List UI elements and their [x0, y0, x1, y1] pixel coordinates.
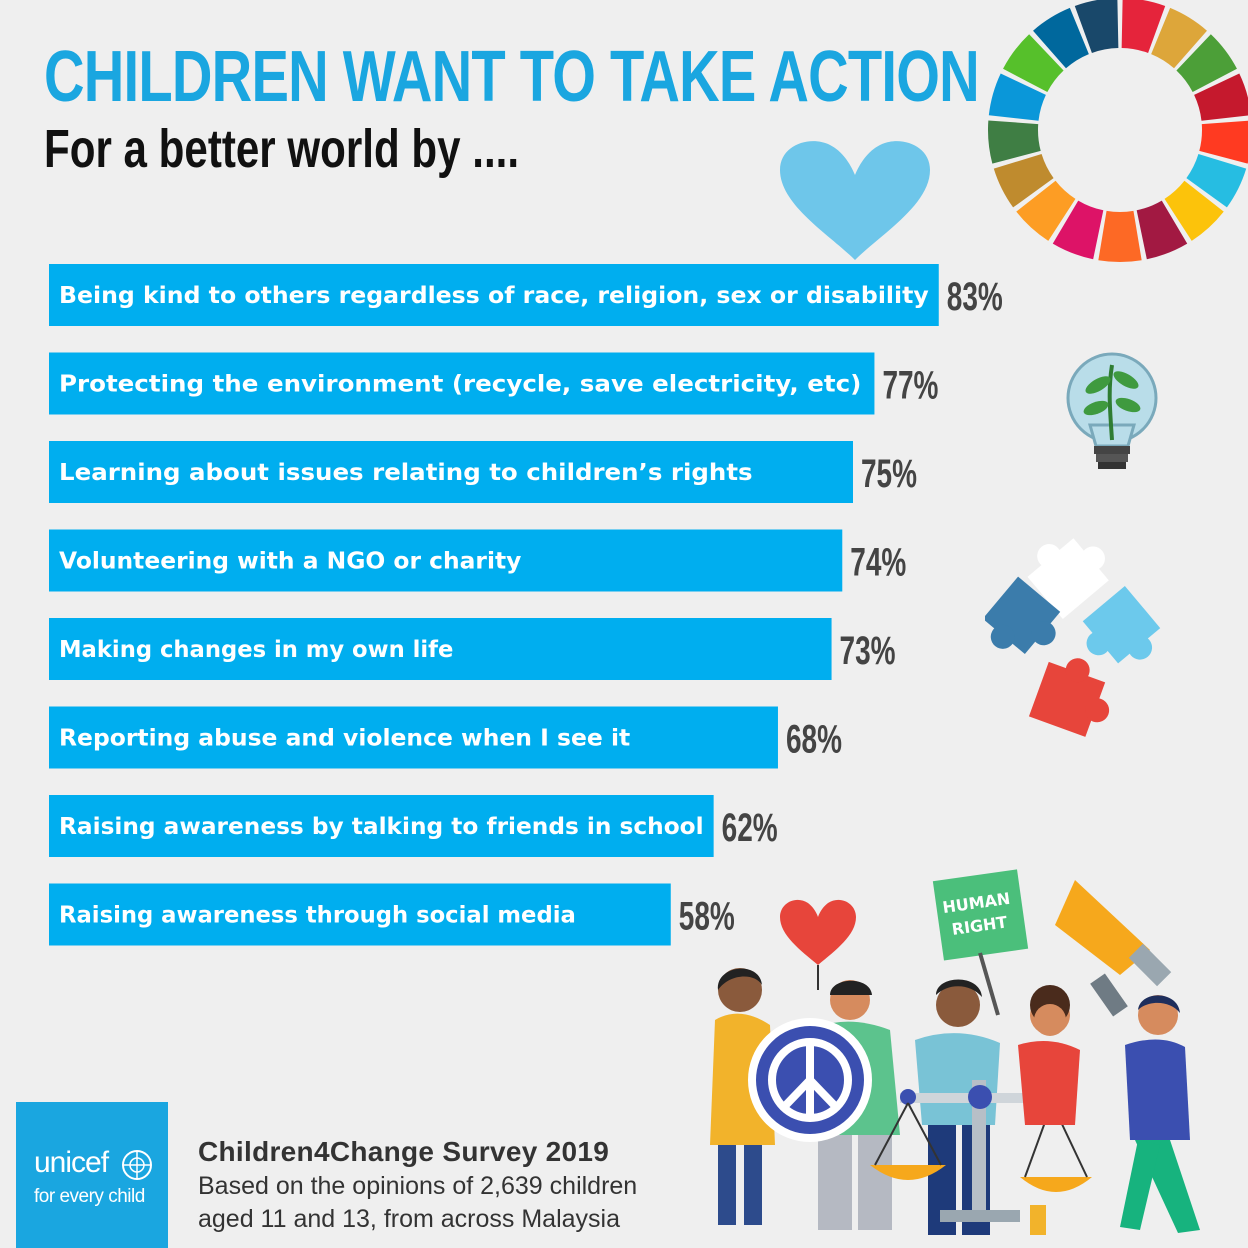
- bar: [49, 352, 875, 415]
- sdg-wheel-segment: [1033, 7, 1089, 69]
- lightbulb-plant-icon: [1066, 352, 1158, 469]
- heart-icon: [780, 141, 930, 260]
- bar-category-label: Reporting abuse and violence when I see …: [59, 726, 630, 752]
- bar: [49, 795, 714, 857]
- sdg-wheel-segment: [1164, 180, 1224, 241]
- bar-category-label: Learning about issues relating to childr…: [59, 460, 753, 486]
- bar-category-label: Raising awareness through social media: [59, 903, 576, 929]
- page-subtitle: For a better world by ....: [44, 119, 520, 179]
- sdg-wheel-segment: [993, 154, 1054, 208]
- human-right-sign: HUMAN RIGHT: [932, 869, 1029, 1016]
- bar-category-label: Volunteering with a NGO or charity: [59, 549, 521, 575]
- un-emblem-icon: [122, 1150, 152, 1180]
- bar-category-label: Being kind to others regardless of race,…: [59, 283, 929, 309]
- sdg-wheel-segment: [1194, 73, 1248, 121]
- puzzle-pieces-icon: [985, 538, 1161, 737]
- megaphone-icon: [1055, 880, 1172, 1017]
- bar-value-label: 74%: [850, 541, 906, 585]
- children-activists-illustration: HUMAN RIGHT: [710, 869, 1200, 1235]
- bar-value-label: 75%: [861, 452, 917, 496]
- bar: [49, 529, 843, 592]
- bar: [49, 883, 671, 946]
- logo-tagline: for every child: [34, 1186, 145, 1207]
- bar: [49, 618, 832, 680]
- sdg-wheel-segment: [1151, 7, 1207, 69]
- sdg-wheel-segment: [1136, 200, 1188, 260]
- survey-description-line1: Based on the opinions of 2,639 children: [198, 1172, 638, 1200]
- bar-category-label: Raising awareness by talking to friends …: [59, 814, 704, 840]
- survey-title: Children4Change Survey 2019: [198, 1136, 610, 1167]
- bar-value-label: 73%: [840, 629, 896, 673]
- sdg-wheel-segment: [1016, 180, 1076, 241]
- bar-value-label: 62%: [722, 806, 778, 850]
- logo-wordmark: unicef: [34, 1146, 109, 1179]
- survey-description-line2: aged 11 and 13, from across Malaysia: [198, 1205, 620, 1233]
- bar: [49, 441, 853, 503]
- bar: [49, 706, 778, 769]
- sdg-wheel-segment: [1003, 34, 1064, 92]
- bar-category-label: Making changes in my own life: [59, 637, 453, 663]
- sdg-wheel-segment: [1098, 210, 1142, 263]
- sdg-wheel-segment: [1052, 200, 1104, 260]
- bar-value-label: 83%: [947, 275, 1003, 319]
- bar-value-label: 68%: [786, 718, 842, 762]
- unicef-logo: unicef for every child: [16, 1102, 168, 1248]
- sdg-wheel-segment: [1121, 0, 1166, 53]
- bar-value-label: 77%: [882, 364, 938, 408]
- sdg-wheel-segment: [1186, 154, 1247, 208]
- sdg-wheel-segment: [1074, 0, 1119, 53]
- bar-category-label: Protecting the environment (recycle, sav…: [59, 372, 861, 398]
- sdg-wheel-segment: [1176, 34, 1237, 92]
- sdg-wheel-segment: [988, 73, 1046, 121]
- page-title: CHILDREN WANT TO TAKE ACTION: [44, 37, 980, 117]
- red-heart-icon: [780, 899, 856, 965]
- sdg-wheel-segment: [988, 120, 1041, 164]
- bar: [49, 264, 939, 326]
- sdg-wheel-segment: [1199, 120, 1248, 164]
- scales-of-justice-icon: [870, 1080, 1092, 1222]
